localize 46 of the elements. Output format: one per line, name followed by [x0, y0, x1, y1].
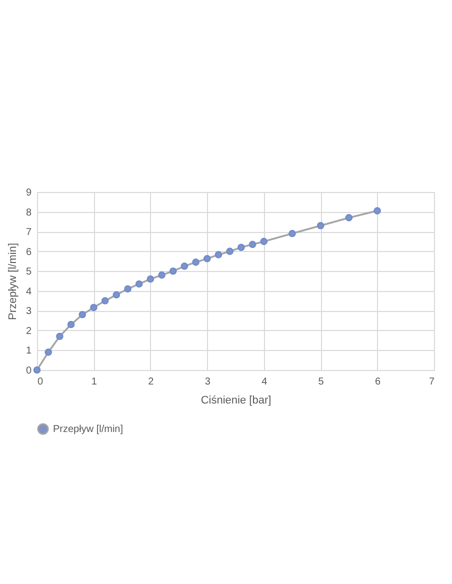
point [169, 267, 177, 275]
point [146, 275, 154, 283]
point [78, 310, 86, 318]
y-tick-label: 9 [26, 188, 32, 198]
x-tick-label: 5 [318, 376, 324, 388]
point [248, 240, 256, 248]
point [260, 238, 268, 246]
y-tick-label: 1 [26, 346, 32, 357]
x-tick-label: 4 [262, 376, 268, 388]
point [345, 214, 353, 222]
y-tick-label: 3 [26, 306, 32, 318]
point [135, 280, 143, 288]
point [44, 348, 52, 356]
x-tick-label: 6 [375, 376, 382, 388]
x-tick-label: 3 [204, 376, 211, 388]
point [316, 222, 324, 230]
point [214, 251, 222, 258]
x-tick-label: 0 [38, 376, 44, 388]
legend-label: Przepływ [l/min] [53, 424, 124, 435]
y-tick-label: 0 [26, 366, 32, 376]
y-tick-label: 6 [26, 246, 32, 258]
x-tick-label: 2 [148, 376, 154, 388]
point [112, 291, 120, 298]
y-axis-title: Przepływ [l/min] [6, 242, 19, 320]
y-tick-label: 2 [26, 326, 32, 337]
point [56, 332, 64, 340]
point [90, 304, 98, 312]
y-tick-label: 4 [26, 286, 32, 298]
x-axis-title: Ciśnienie [bar] [200, 394, 272, 406]
y-tick-label: 8 [26, 207, 32, 218]
point [101, 297, 109, 304]
point [192, 258, 200, 266]
point [33, 366, 41, 374]
x-tick-label: 7 [428, 376, 435, 388]
y-tick-label: 7 [26, 227, 32, 238]
point [124, 285, 132, 293]
x-tick-label: 1 [91, 376, 98, 388]
point [203, 255, 211, 262]
point [67, 320, 75, 328]
point [288, 230, 296, 238]
point [158, 271, 166, 279]
y-tick-label: 5 [26, 266, 32, 278]
point [238, 244, 245, 252]
point [374, 207, 381, 214]
point [226, 248, 234, 255]
point [180, 262, 188, 270]
